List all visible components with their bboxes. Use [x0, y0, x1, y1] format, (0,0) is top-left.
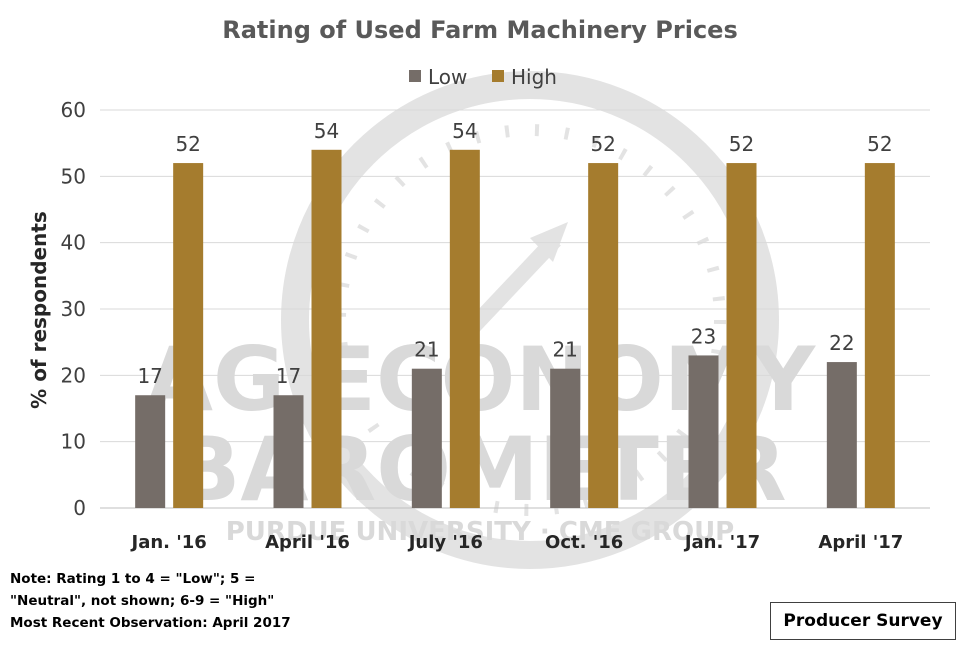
watermark-line3: PURDUE UNIVERSITY · CME GROUP — [226, 517, 735, 547]
x-tick-label: April '17 — [818, 532, 903, 553]
x-axis-labels: Jan. '16 April '16 July '16 Oct. '16 Jan. '1… — [130, 532, 904, 553]
legend-swatch-high — [492, 70, 504, 82]
x-tick-label: Oct. '16 — [545, 532, 623, 553]
data-labels: 17 52 17 54 21 54 21 52 23 52 22 52 — [137, 119, 892, 388]
bar-high — [311, 149, 342, 509]
x-tick-label: July '16 — [407, 532, 483, 553]
data-label-high: 54 — [452, 119, 477, 143]
gridlines — [100, 109, 930, 509]
y-tick-label: 30 — [61, 297, 86, 321]
note-line-1: Note: Rating 1 to 4 = "Low"; 5 = — [10, 571, 256, 587]
bar-high — [173, 163, 204, 509]
data-label-low: 17 — [276, 364, 301, 388]
y-tick-label: 40 — [61, 231, 86, 255]
data-label-high: 54 — [314, 119, 339, 143]
legend-swatch-low — [409, 70, 421, 82]
chart-title: Rating of Used Farm Machinery Prices — [222, 16, 738, 44]
bar-low — [688, 355, 719, 508]
bar-high — [449, 149, 480, 509]
y-tick-label: 0 — [73, 496, 86, 520]
watermark-gauge-dots — [334, 124, 726, 516]
legend: Low High — [409, 65, 557, 89]
source-label: Producer Survey — [770, 602, 956, 640]
y-tick-label: 60 — [61, 98, 86, 122]
watermark-needle — [464, 234, 561, 336]
data-label-low: 21 — [414, 338, 439, 362]
note-line-3: Most Recent Observation: April 2017 — [10, 615, 291, 631]
watermark-gauge-ring — [281, 71, 779, 569]
bar-low — [550, 368, 581, 508]
y-axis-ticks: 0 10 20 30 40 50 60 — [61, 98, 86, 520]
x-tick-label: April '16 — [265, 532, 350, 553]
y-axis-title: % of respondents — [27, 211, 51, 409]
y-tick-label: 20 — [61, 363, 86, 387]
bar-low — [273, 395, 304, 508]
watermark-needle-head — [530, 222, 568, 262]
bars — [135, 149, 895, 509]
bar-low — [411, 368, 442, 508]
data-label-low: 23 — [691, 324, 716, 348]
data-label-high: 52 — [867, 132, 892, 156]
bar-low — [826, 362, 857, 508]
data-label-high: 52 — [175, 132, 200, 156]
data-label-high: 52 — [590, 132, 615, 156]
data-label-low: 17 — [137, 364, 162, 388]
data-label-low: 21 — [552, 338, 577, 362]
bar-low — [135, 395, 166, 508]
x-tick-label: Jan. '17 — [683, 532, 760, 553]
data-label-low: 22 — [829, 331, 854, 355]
legend-label-low: Low — [428, 65, 467, 89]
x-tick-label: Jan. '16 — [130, 532, 207, 553]
y-tick-label: 50 — [61, 164, 86, 188]
legend-label-high: High — [511, 65, 557, 89]
bar-high — [864, 163, 895, 509]
data-label-high: 52 — [729, 132, 754, 156]
bar-high — [588, 163, 619, 509]
bar-high — [726, 163, 757, 509]
note-line-2: "Neutral", not shown; 6-9 = "High" — [10, 593, 275, 609]
y-tick-label: 10 — [61, 430, 86, 454]
